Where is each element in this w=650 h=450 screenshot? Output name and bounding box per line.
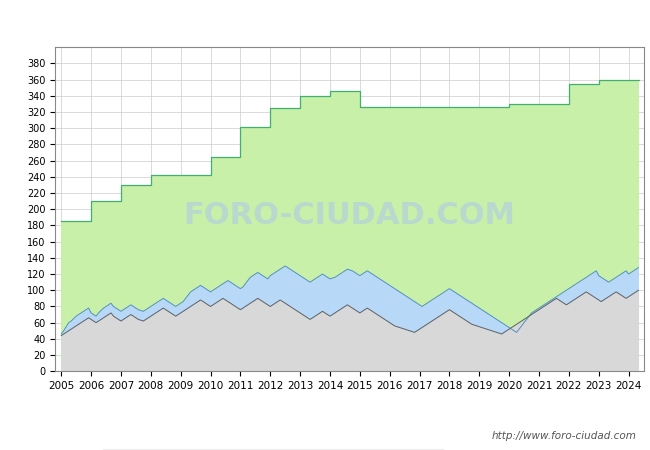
Text: Garcillán - Evolucion de la poblacion en edad de Trabajar Mayo de 2024: Garcillán - Evolucion de la poblacion en… <box>75 14 575 29</box>
Text: FORO-CIUDAD.COM: FORO-CIUDAD.COM <box>183 201 515 230</box>
Text: http://www.foro-ciudad.com: http://www.foro-ciudad.com <box>492 431 637 441</box>
